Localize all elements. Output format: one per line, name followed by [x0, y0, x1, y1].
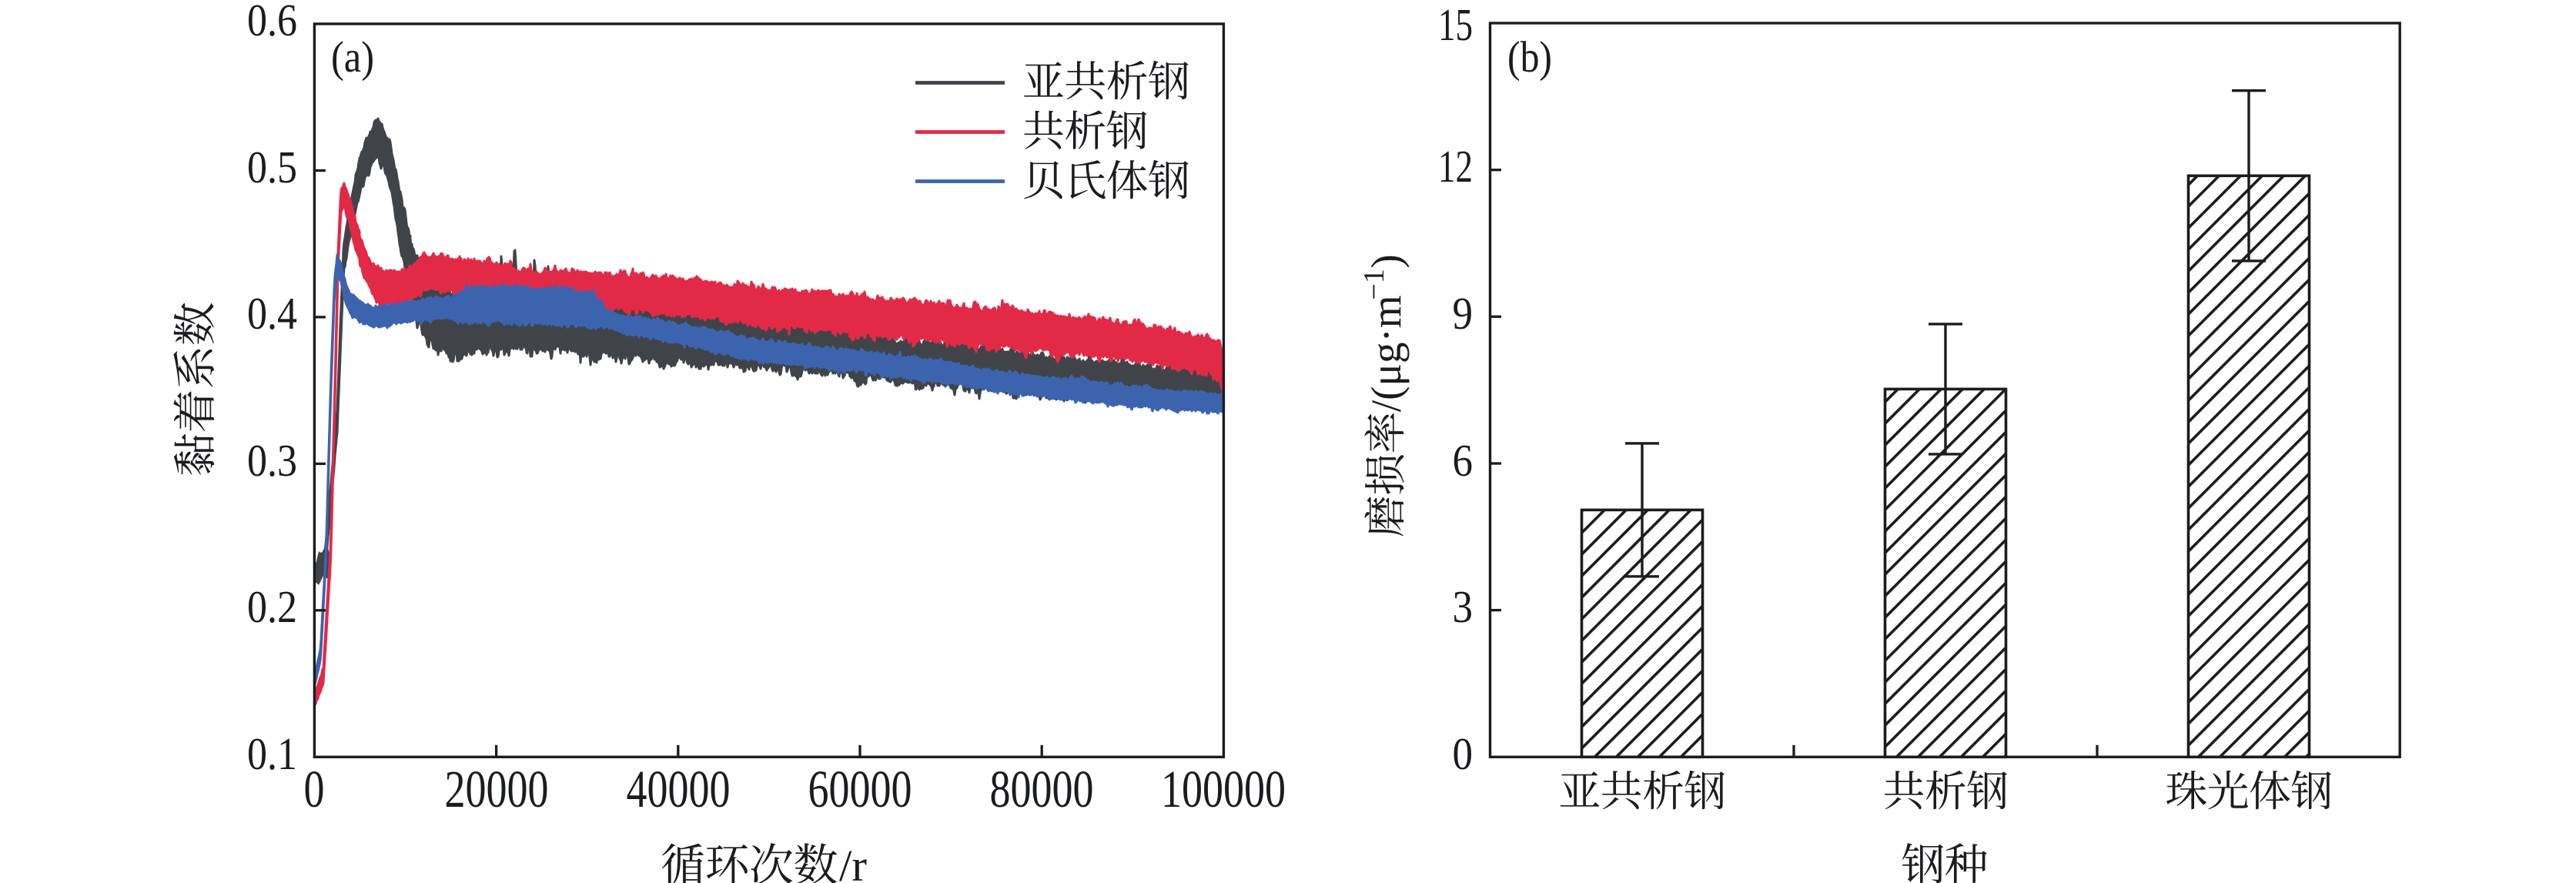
svg-text:0.1: 0.1 — [247, 728, 297, 779]
svg-text:0.3: 0.3 — [247, 435, 297, 486]
svg-text:(a): (a) — [331, 33, 374, 82]
svg-text:100000: 100000 — [1161, 760, 1286, 818]
svg-text:6: 6 — [1453, 435, 1474, 486]
svg-text:0: 0 — [1453, 728, 1474, 779]
svg-text:20000: 20000 — [445, 760, 549, 818]
svg-text:): ) — [1363, 254, 1410, 268]
svg-text:/r: /r — [839, 841, 867, 883]
svg-text:12: 12 — [1438, 141, 1473, 192]
svg-text:0.4: 0.4 — [247, 288, 297, 339]
svg-text:/(μg·m: /(μg·m — [1363, 295, 1410, 412]
svg-text:(b): (b) — [1507, 33, 1552, 82]
svg-text:−1: −1 — [1358, 269, 1390, 299]
svg-text:0.5: 0.5 — [247, 142, 297, 192]
svg-text:40000: 40000 — [627, 760, 731, 818]
svg-text:9: 9 — [1453, 288, 1474, 339]
svg-text:60000: 60000 — [808, 760, 912, 818]
svg-text:0.2: 0.2 — [247, 581, 297, 632]
svg-text:15: 15 — [1438, 0, 1473, 50]
svg-text:0.6: 0.6 — [247, 0, 297, 45]
svg-text:80000: 80000 — [990, 760, 1094, 818]
svg-text:0: 0 — [304, 760, 325, 818]
svg-text:3: 3 — [1453, 581, 1474, 632]
